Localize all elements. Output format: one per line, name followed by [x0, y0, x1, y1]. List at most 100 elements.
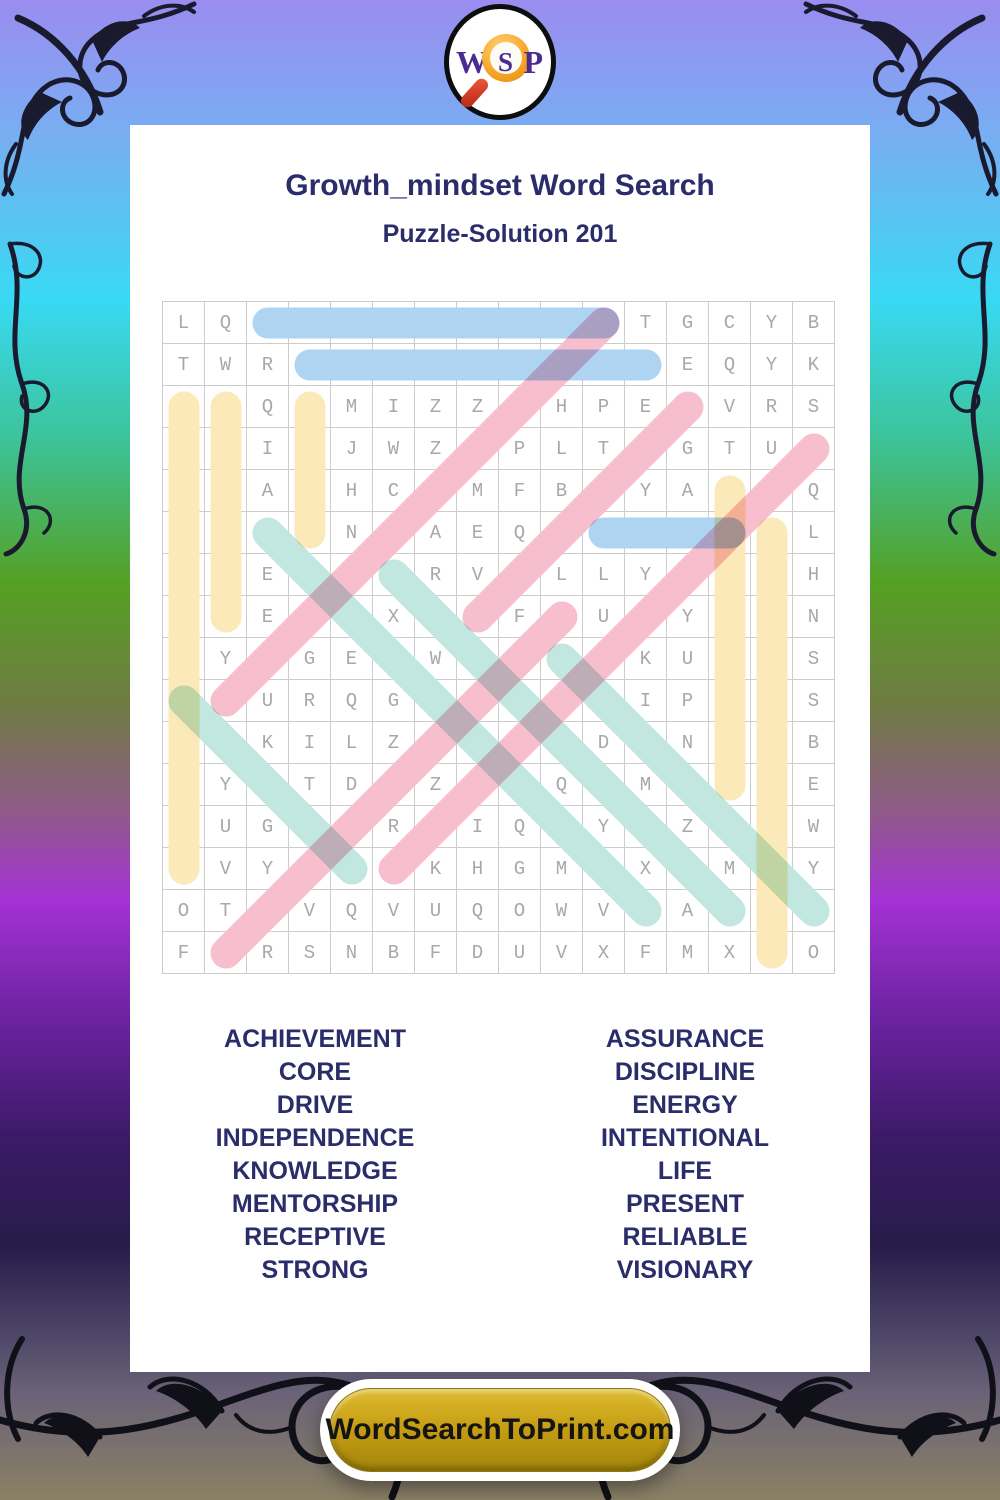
grid-cell: M [247, 512, 289, 554]
grid-cell: N [667, 722, 709, 764]
grid-cell: N [331, 932, 373, 974]
grid-cell: U [415, 344, 457, 386]
grid-cell: P [415, 470, 457, 512]
grid-cell: L [793, 512, 835, 554]
word-list-item: DISCIPLINE [614, 1058, 756, 1086]
grid-cell: I [457, 806, 499, 848]
grid-cell: V [205, 848, 247, 890]
grid-cell: O [751, 806, 793, 848]
grid-cell: E [247, 596, 289, 638]
word-list-item: PRESENT [625, 1190, 745, 1218]
word-list: ACHIEVEMENT CORE DRIVE INDEPENDENCE KNOWLEDG… [130, 1023, 870, 1287]
grid-cell: Y [709, 890, 751, 932]
grid-cell: E [247, 554, 289, 596]
grid-cell: I [583, 848, 625, 890]
grid-cell: Q [709, 344, 751, 386]
grid-cell: A [289, 344, 331, 386]
corner-flourish-top-left [1, 1, 197, 557]
grid-cell: A [667, 470, 709, 512]
grid-cell: L [541, 554, 583, 596]
grid-cell: U [583, 596, 625, 638]
grid-cell: E [625, 386, 667, 428]
grid-cell: B [541, 470, 583, 512]
grid-cell: Q [247, 386, 289, 428]
word-list-item: CORE [278, 1058, 352, 1086]
grid-cell: B [793, 302, 835, 344]
grid-cell: T [415, 722, 457, 764]
grid-cell: I [247, 764, 289, 806]
grid-cell: X [373, 596, 415, 638]
grid-cell: G [289, 638, 331, 680]
grid-cell: O [163, 890, 205, 932]
magnifier-icon [482, 34, 530, 82]
grid-cell: P [541, 638, 583, 680]
grid-cell: E [793, 764, 835, 806]
grid-cell: T [751, 722, 793, 764]
grid-cell: A [373, 848, 415, 890]
grid-cell: M [541, 848, 583, 890]
grid-cell: Y [247, 848, 289, 890]
grid-cell: E [205, 386, 247, 428]
grid-cell: Y [667, 596, 709, 638]
grid-cell: I [751, 764, 793, 806]
grid-cell: O [583, 470, 625, 512]
grid-cell: Q [541, 764, 583, 806]
grid-cell: T [499, 554, 541, 596]
grid-cell: E [163, 512, 205, 554]
grid-cell: E [289, 554, 331, 596]
grid-cell: J [331, 428, 373, 470]
grid-cell: U [415, 890, 457, 932]
site-button[interactable]: WordSearchToPrint.com [320, 1379, 680, 1481]
grid-cell: D [163, 680, 205, 722]
grid-cell: T [373, 638, 415, 680]
grid-cell: I [457, 680, 499, 722]
grid-cell: R [289, 470, 331, 512]
grid-cell: R [205, 722, 247, 764]
grid-cell: G [667, 302, 709, 344]
grid-cell: L [709, 722, 751, 764]
grid-cell: G [247, 806, 289, 848]
grid-cell: H [457, 764, 499, 806]
grid-cell: A [499, 344, 541, 386]
grid-cell: N [289, 302, 331, 344]
corner-flourish-top-right [803, 1, 999, 557]
grid-cell: Y [625, 554, 667, 596]
grid-cell: S [499, 764, 541, 806]
grid-cell: Y [205, 638, 247, 680]
grid-cell: Y [751, 344, 793, 386]
grid-cell: C [709, 302, 751, 344]
grid-cell: O [541, 722, 583, 764]
grid-cell: U [499, 932, 541, 974]
grid-cell: H [457, 848, 499, 890]
grid-cell: T [163, 344, 205, 386]
grid-cell: I [709, 596, 751, 638]
grid-cell: C [415, 806, 457, 848]
grid-cell: V [583, 638, 625, 680]
puzzle-card: Growth_mindset Word Search Puzzle-Soluti… [130, 125, 870, 1372]
grid-cell: W [793, 806, 835, 848]
grid-cell: I [373, 386, 415, 428]
word-list-item: MENTORSHIP [231, 1190, 399, 1218]
grid-cell: H [541, 386, 583, 428]
grid-cell: B [793, 722, 835, 764]
grid-cell: T [793, 428, 835, 470]
grid-cell: Q [793, 470, 835, 512]
grid-cell: L [709, 554, 751, 596]
word-list-left: ACHIEVEMENT CORE DRIVE INDEPENDENCE KNOWLEDG… [130, 1023, 500, 1287]
word-list-item: RECEPTIVE [244, 1223, 386, 1251]
grid-cell: V [541, 932, 583, 974]
grid-cell: C [289, 848, 331, 890]
grid-cell: O [499, 890, 541, 932]
grid-cell: L [415, 302, 457, 344]
grid-cell: A [667, 890, 709, 932]
grid-cell: F [499, 470, 541, 512]
grid-cell: N [625, 428, 667, 470]
grid-cell: R [709, 470, 751, 512]
grid-cell: G [499, 848, 541, 890]
puzzle-title: Growth_mindset Word Search [285, 169, 715, 202]
grid-cell: E [751, 638, 793, 680]
grid-cell: T [289, 764, 331, 806]
grid-cell: C [289, 386, 331, 428]
grid-cell: I [499, 386, 541, 428]
